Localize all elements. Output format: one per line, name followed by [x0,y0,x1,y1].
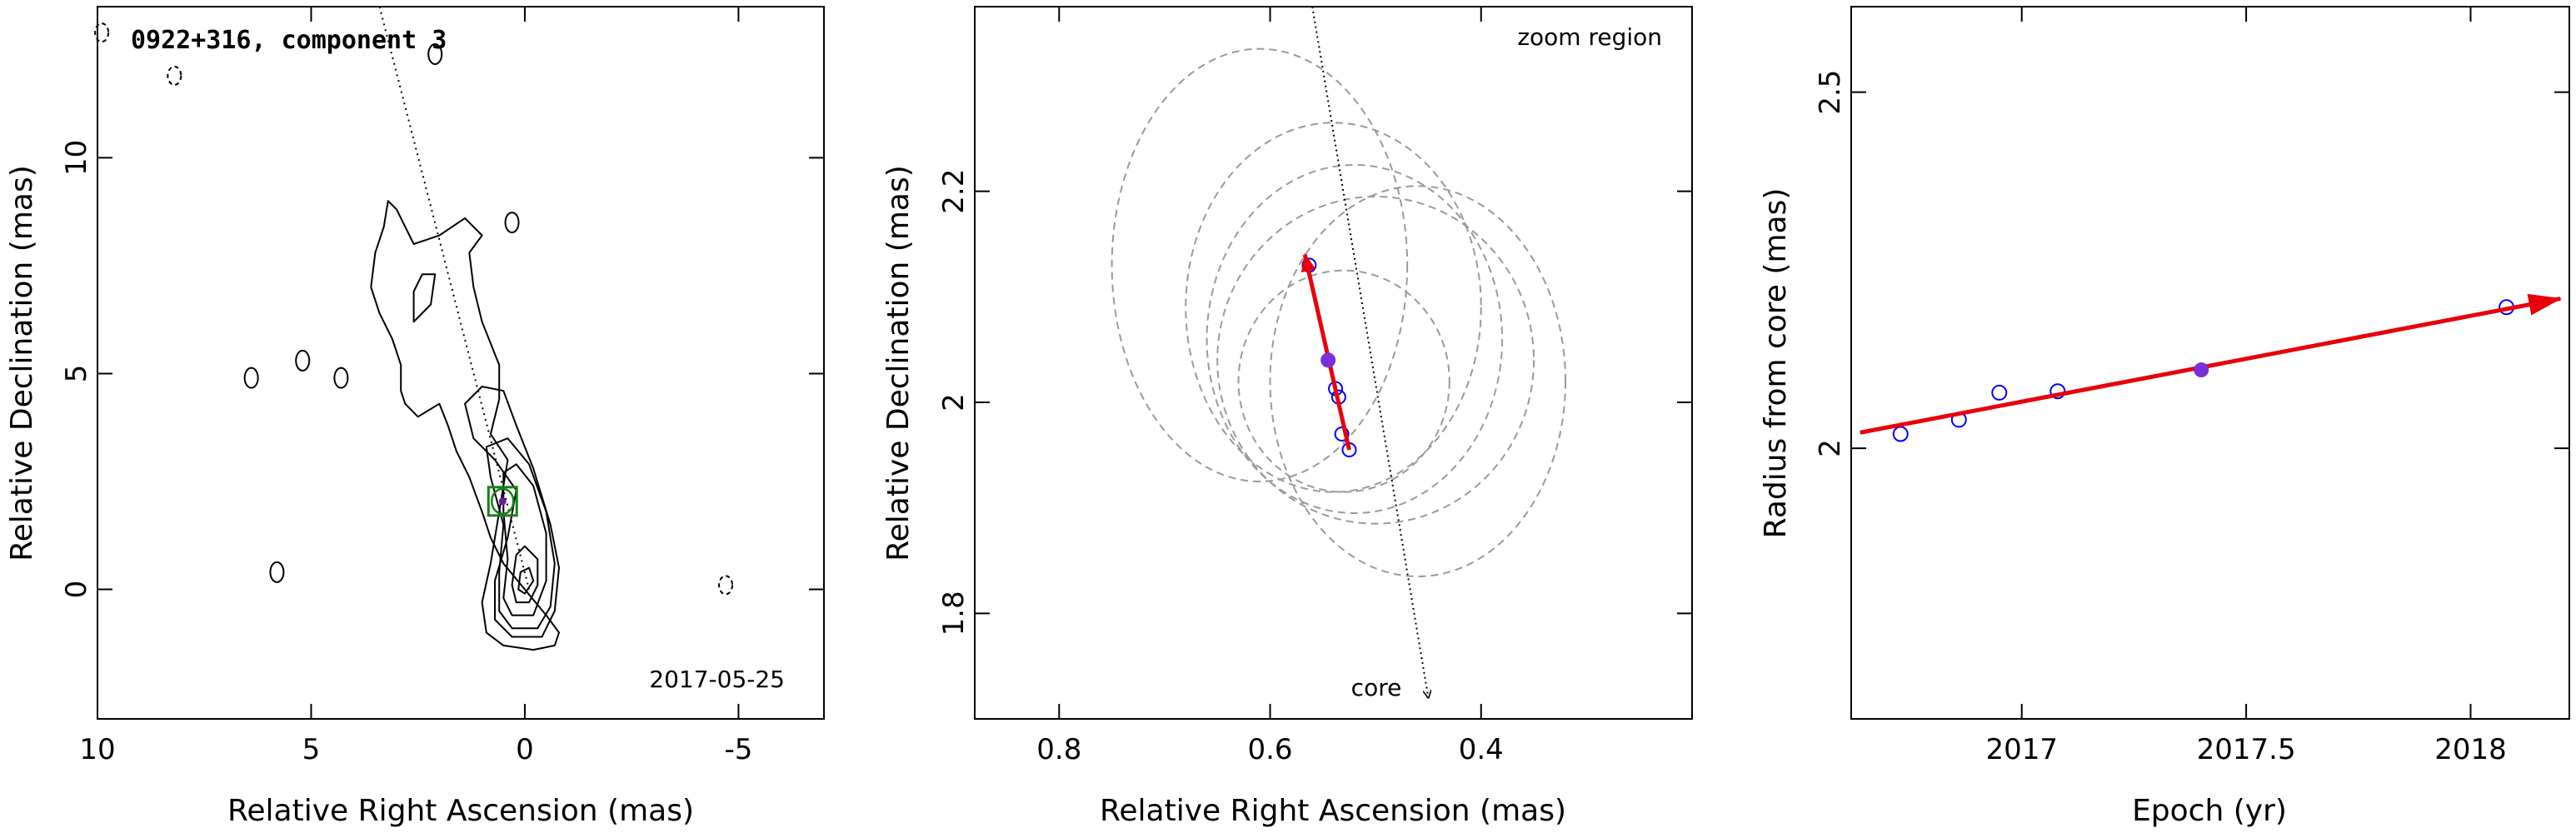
radius-plot-content [1860,293,2563,442]
core-direction-line [1311,6,1428,698]
x-tick-label: 0.6 [1247,733,1292,766]
contour-line [485,437,556,630]
zoom-core-label: core [1351,674,1402,701]
contour-line [502,463,547,616]
radius-x-axis-label: Epoch (yr) [2132,794,2287,828]
x-tick-label: 5 [302,733,321,766]
x-tick-label: 2018 [2434,733,2507,766]
contour-island [243,367,259,389]
contour-island [427,43,443,65]
contour-line [517,566,535,595]
motion-vector [1300,252,1351,451]
contour-island [504,212,520,234]
y-tick-label: 1.8 [937,591,971,636]
component-ellipse [491,487,515,516]
contour-line [464,386,560,638]
zoom-region-label: zoom region [1517,23,1662,51]
fit-line [1860,293,2563,435]
y-tick-label: 0 [60,581,93,599]
zoom-ticks: 0.8 0.6 0.4 1.8 2 2.2 [937,7,1692,766]
x-tick-label: 2017.5 [2197,733,2296,766]
map-title: 0922+316, component 3 [131,26,447,55]
y-tick-label: 2.5 [1814,70,1847,115]
radius-ticks: 2017 2017.5 2018 2 2.5 [1814,7,2569,766]
contour-line [511,545,539,604]
reference-point [2194,362,2209,378]
y-tick-label: 2 [937,393,971,412]
x-tick-label: 0 [516,733,534,766]
reference-point [1320,352,1336,368]
contour-island [333,367,349,389]
zoom-y-axis-label: Relative Declination (mas) [881,165,916,561]
panel-map: 10 5 0 -5 0 5 10 0922+316, component 3 2017-05… [5,6,825,828]
contour-line [412,273,437,323]
map-ticks: 10 5 0 -5 0 5 10 [60,7,824,766]
contour-line [370,200,560,651]
position-point [1334,426,1350,441]
contour-island [295,349,311,372]
component-marker [498,497,507,506]
radius-frame [1850,6,2570,720]
y-tick-label: 5 [60,365,93,383]
contour-island [269,561,285,583]
error-ellipse [1237,269,1450,493]
error-ellipse [1185,122,1482,493]
x-tick-label: 2017 [1985,733,2058,766]
panel-zoom: 0.8 0.6 0.4 1.8 2 2.2 zoom region core Relati… [881,6,1693,828]
map-plot-content [94,6,734,651]
map-frame [97,6,825,720]
y-tick-label: 10 [60,140,93,176]
x-tick-label: 0.4 [1459,733,1504,766]
radius-point [1892,426,1909,442]
jet-ridge-line [378,6,531,590]
error-ellipse [1111,47,1409,482]
x-tick-label: -5 [724,733,752,766]
error-ellipse [1216,196,1535,525]
x-tick-label: 10 [79,733,115,766]
map-y-axis-label: Relative Declination (mas) [5,165,39,561]
y-tick-label: 2 [1814,439,1847,457]
map-date-label: 2017-05-25 [649,666,785,693]
zoom-frame [974,6,1693,720]
error-ellipse [1269,185,1567,577]
component-box [487,486,518,517]
negative-contour [94,22,110,43]
y-tick-label: 2.2 [937,169,971,214]
radius-point [2049,383,2066,400]
zoom-plot-content [1111,6,1567,698]
zoom-x-axis-label: Relative Right Ascension (mas) [1100,794,1566,828]
negative-contour [167,65,182,86]
x-tick-label: 0.8 [1036,733,1081,766]
error-ellipse [1206,164,1504,514]
negative-contour [718,575,734,596]
radius-point [1991,384,2008,401]
map-x-axis-label: Relative Right Ascension (mas) [227,794,694,828]
radius-y-axis-label: Radius from core (mas) [1759,188,1793,539]
panel-radius: 2017 2017.5 2018 2 2.5 Epoch (yr) Radius fro… [1759,6,2570,828]
